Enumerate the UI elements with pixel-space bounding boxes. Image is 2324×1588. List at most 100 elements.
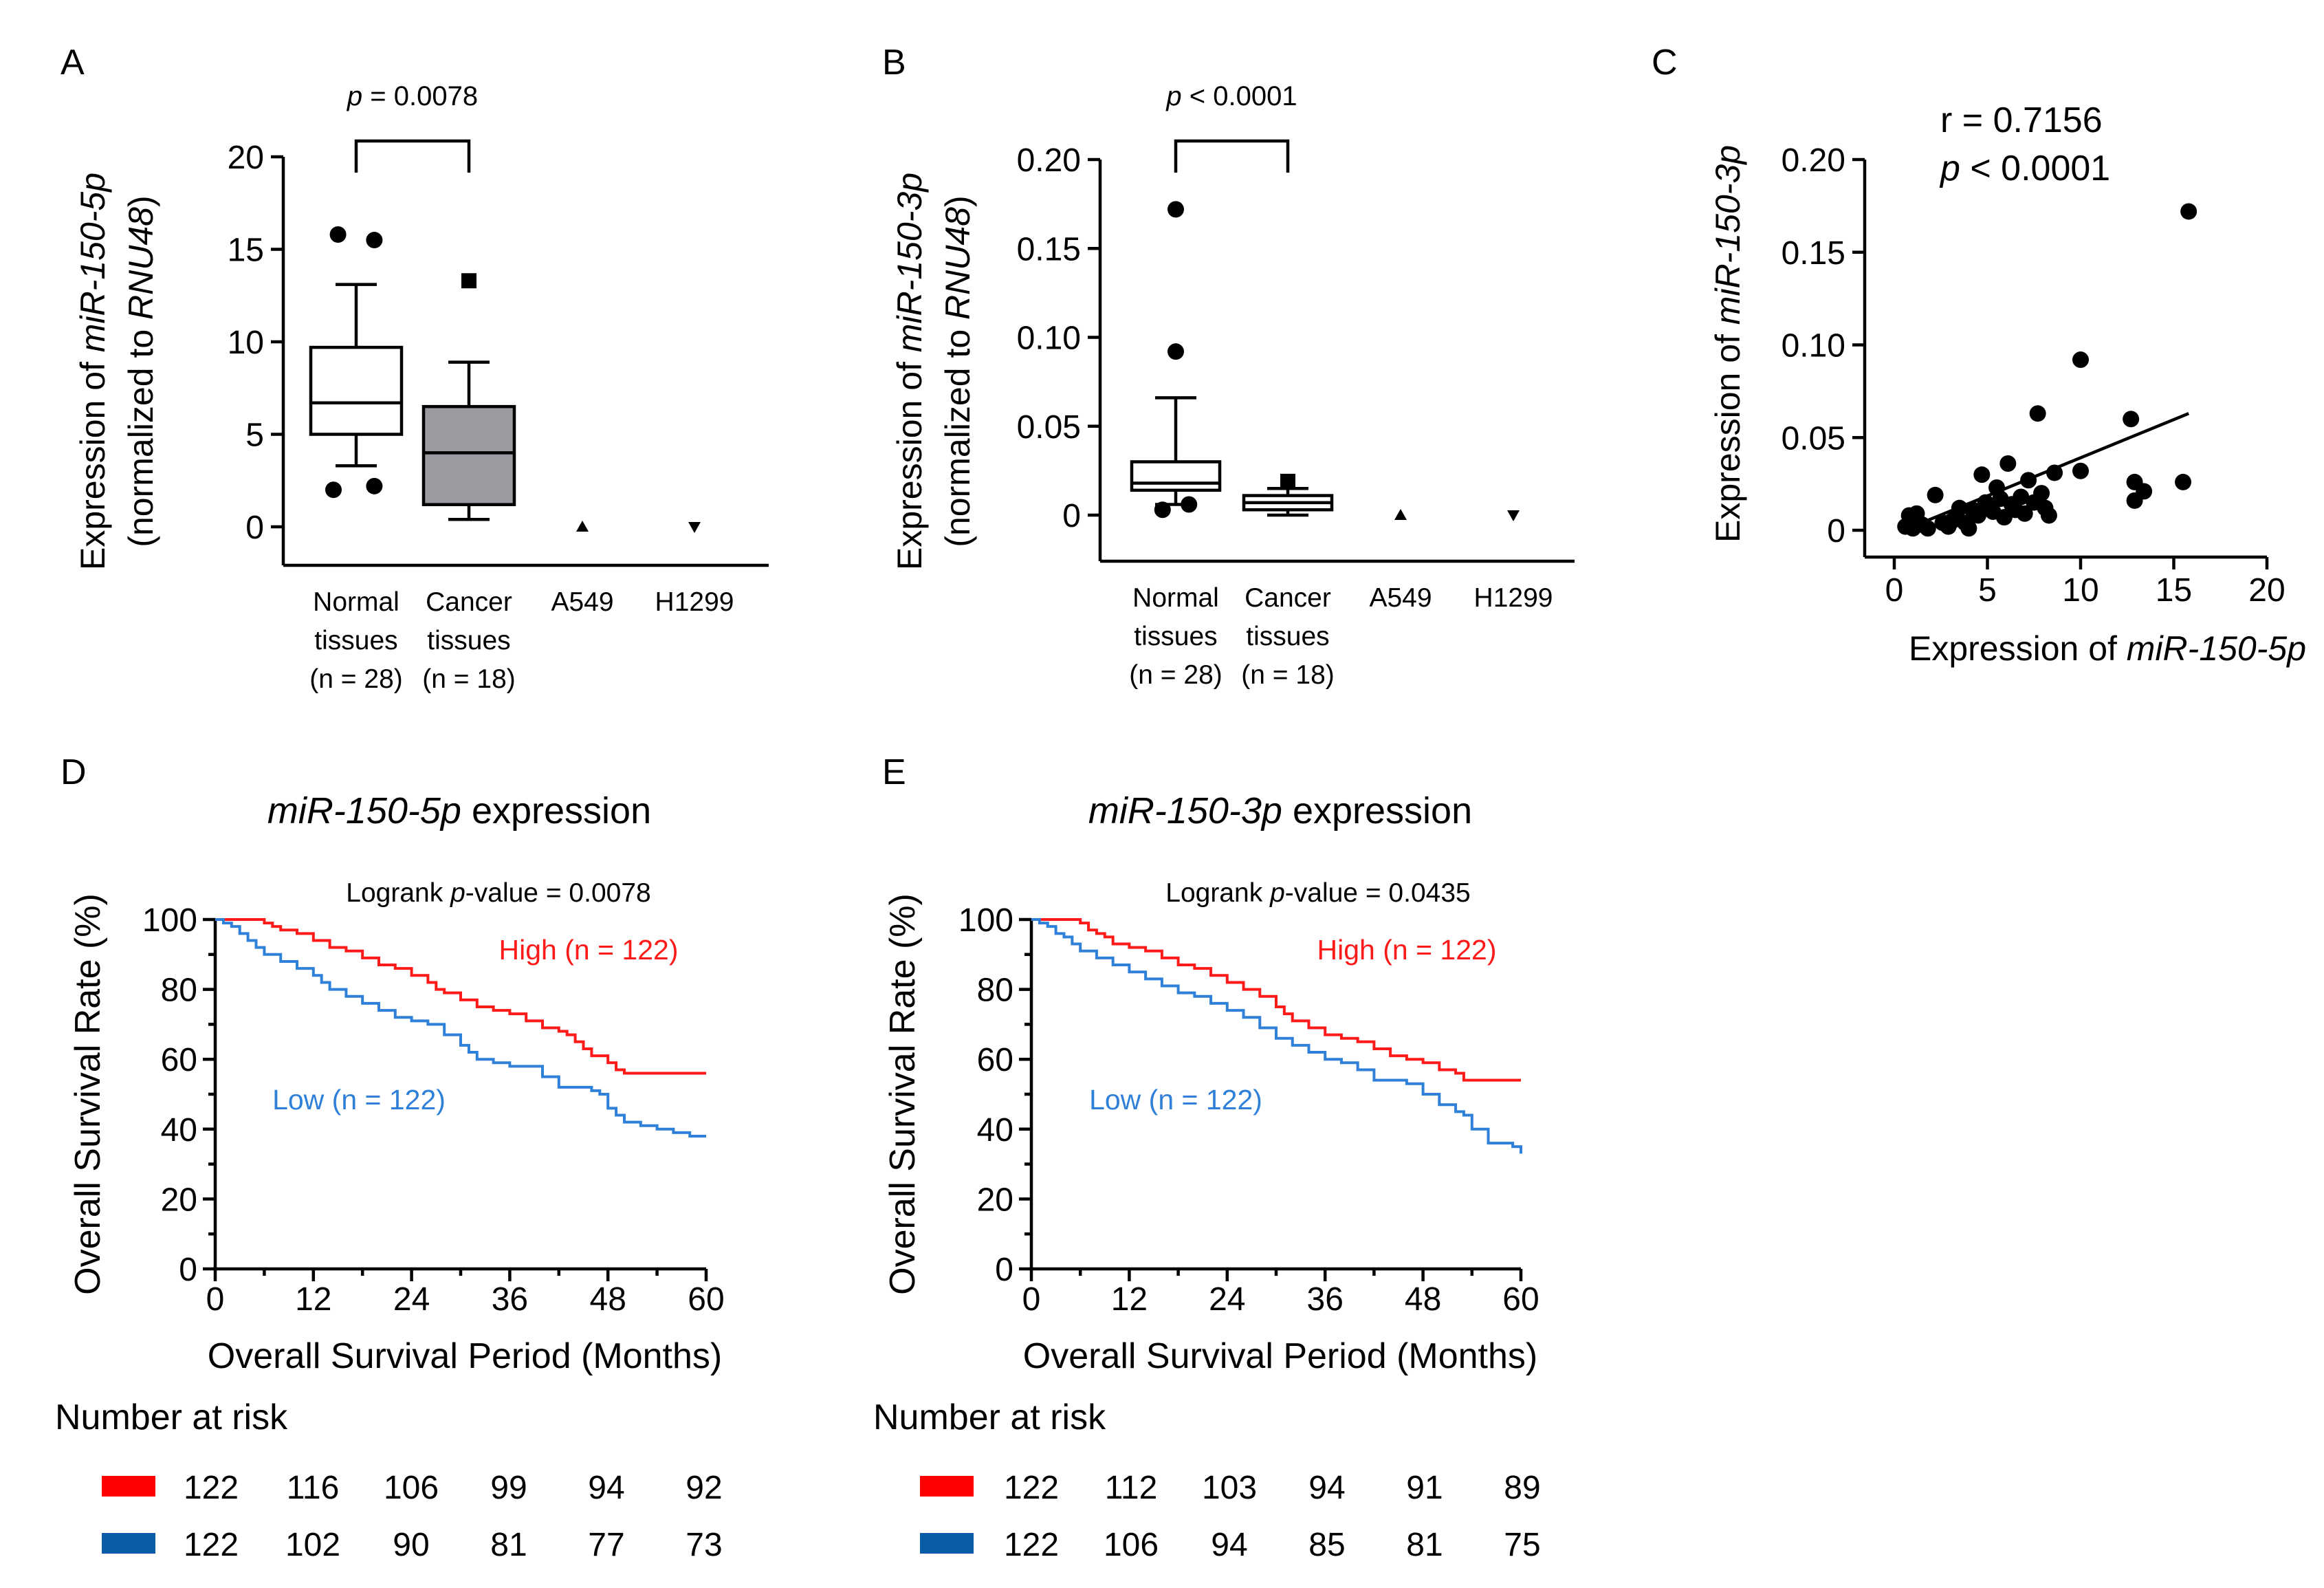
y-tick-label: 40	[977, 1112, 1013, 1149]
scatter-point	[2020, 472, 2037, 489]
y-tick-label: 20	[161, 1182, 197, 1218]
scatter-point	[1919, 520, 1936, 537]
x-tick-label: 60	[688, 1281, 724, 1318]
outlier-point	[366, 477, 383, 494]
y-tick-label: 40	[161, 1112, 197, 1149]
category-label: tissues	[1246, 622, 1329, 651]
category-label: (n = 18)	[422, 664, 516, 694]
scatter-point	[2029, 405, 2046, 422]
category-label: H1299	[1474, 583, 1553, 613]
scatter-point	[2016, 505, 2033, 522]
panel-letter-d: D	[61, 752, 87, 792]
risk-count: 116	[287, 1470, 340, 1506]
y-tick-label: 0	[995, 1252, 1013, 1288]
box-iqr	[1130, 460, 1222, 492]
scatter-point	[1999, 455, 2017, 472]
risk-count: 90	[393, 1527, 429, 1563]
panel-b-boxplot: 0 0.05 0.10 0.15 0.20 Expression of miR-150-3…	[890, 81, 1575, 690]
x-tick-label: 48	[1405, 1281, 1441, 1318]
x-tick-label: 5	[1978, 572, 1997, 609]
y-axis-label-normalized: (normalized to RNU48)	[122, 195, 160, 547]
y-tick-label: 0.20	[1782, 142, 1845, 179]
panel-a-boxplot: 0 5 10 15 20 Expression of miR-150-5p (normali…	[74, 81, 769, 694]
panel-letter-a: A	[61, 43, 85, 83]
y-axis-label: Overall Survival Rate (%)	[883, 893, 923, 1295]
risk-swatch-low	[102, 1533, 155, 1554]
x-axis-label: Overall Survival Period (Months)	[208, 1336, 722, 1376]
significance-bracket	[354, 139, 471, 173]
category-label: (n = 18)	[1241, 660, 1335, 690]
outlier-point	[366, 232, 383, 249]
x-tick-label: 24	[393, 1281, 430, 1318]
x-tick-label: 12	[1111, 1281, 1148, 1318]
correlation-p: p < 0.0001	[1939, 149, 2110, 188]
y-axis-label: Overall Survival Rate (%)	[68, 893, 108, 1295]
x-tick-label: 0	[206, 1281, 225, 1318]
category-label: Normal	[313, 587, 399, 617]
y-tick-label: 0.05	[1782, 420, 1845, 457]
scatter-point	[1973, 466, 1991, 483]
category-label: Normal	[1132, 583, 1219, 613]
y-tick-label: 60	[977, 1042, 1013, 1078]
scatter-point	[2072, 351, 2089, 369]
x-tick-label: 0	[1885, 572, 1904, 609]
category-label: A549	[551, 587, 613, 617]
y-tick-label: 0.15	[1782, 235, 1845, 272]
legend-high: High (n = 122)	[1317, 934, 1497, 966]
y-tick-label: 80	[161, 972, 197, 1009]
cell-line-point	[1507, 510, 1520, 521]
risk-count: 122	[1004, 1470, 1059, 1506]
legend-high: High (n = 122)	[499, 934, 679, 966]
risk-count: 73	[686, 1527, 722, 1563]
category-label: Cancer	[1245, 583, 1331, 613]
panel-e-survival: 0 20 40 60 80 100 0 12 24 36 48 60 Overall Survival …	[873, 790, 1541, 1563]
category-label: (n = 28)	[1129, 660, 1223, 690]
risk-table-title: Number at risk	[873, 1397, 1106, 1437]
risk-count: 112	[1105, 1470, 1158, 1506]
survival-curve-low	[215, 918, 706, 1138]
y-axis-label: Expression of miR-150-3p	[1709, 145, 1747, 543]
box-iqr	[421, 404, 516, 506]
x-tick-label: 60	[1502, 1281, 1539, 1318]
panel-letter-c: C	[1652, 43, 1678, 83]
legend-low: Low (n = 122)	[1089, 1084, 1262, 1116]
y-tick-label: 0.10	[1782, 328, 1845, 365]
survival-curve-high	[215, 918, 706, 1075]
risk-count: 122	[184, 1527, 239, 1563]
risk-count: 106	[1104, 1527, 1159, 1563]
risk-count: 122	[184, 1470, 239, 1506]
x-axis-label: Expression of miR-150-5p	[1909, 629, 2306, 668]
y-axis-label: Expression of miR-150-5p	[74, 173, 112, 570]
correlation-r: r = 0.7156	[1940, 100, 2103, 140]
risk-count: 99	[490, 1470, 527, 1506]
risk-count: 94	[1211, 1527, 1247, 1563]
survival-curve-high	[1031, 918, 1521, 1082]
x-tick-label: 48	[590, 1281, 626, 1318]
y-axis-label-normalized: (normalized to RNU48)	[939, 195, 977, 547]
risk-count: 89	[1504, 1470, 1540, 1506]
outlier-point	[329, 226, 347, 243]
scatter-point	[1960, 520, 1977, 537]
y-tick-label: 0.10	[1017, 320, 1081, 357]
outlier-point	[1181, 496, 1198, 513]
significance-bracket	[1174, 139, 1290, 173]
outlier-point	[325, 481, 342, 499]
p-value-label: p = 0.0078	[347, 81, 478, 111]
y-axis-label: Expression of miR-150-3p	[890, 173, 929, 570]
y-tick-label: 80	[977, 972, 1013, 1009]
risk-count: 102	[285, 1527, 340, 1563]
x-tick-label: 12	[295, 1281, 331, 1318]
risk-count: 106	[384, 1470, 439, 1506]
y-tick-label: 10	[228, 325, 264, 361]
risk-count: 92	[686, 1470, 722, 1506]
x-tick-label: 36	[492, 1281, 528, 1318]
category-label: H1299	[655, 587, 734, 617]
cell-line-point	[688, 522, 701, 533]
legend-low: Low (n = 122)	[272, 1084, 446, 1116]
category-label: A549	[1369, 583, 1432, 613]
scatter-point	[2046, 464, 2063, 481]
scatter-point	[1927, 486, 1944, 503]
cell-line-point	[1394, 509, 1407, 520]
risk-count: 94	[588, 1470, 624, 1506]
